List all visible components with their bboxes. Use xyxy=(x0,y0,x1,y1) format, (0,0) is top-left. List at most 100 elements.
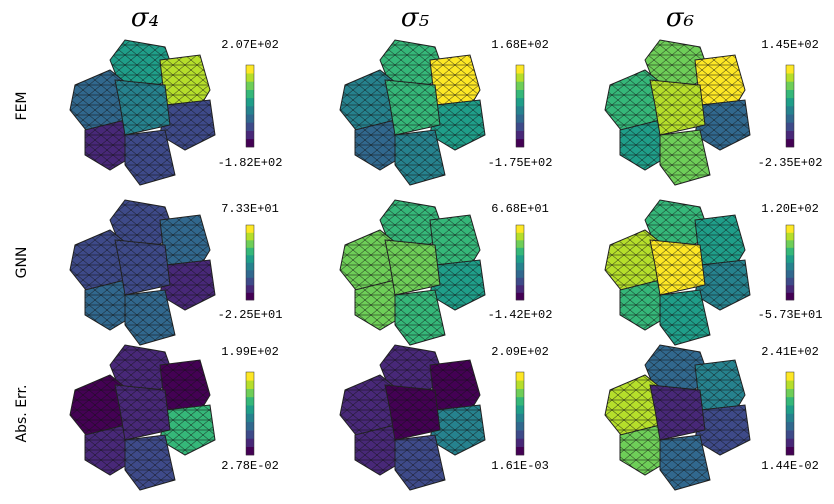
colorbar-frame xyxy=(785,224,795,301)
mesh-lines xyxy=(385,80,440,135)
colorbar-frame xyxy=(245,64,255,148)
colorbar-band xyxy=(786,225,794,233)
mesh-lines xyxy=(85,280,135,330)
mesh-lines xyxy=(695,100,750,150)
colorbar-band xyxy=(786,270,794,278)
colorbar-band xyxy=(246,380,254,389)
mesh-lines xyxy=(160,215,210,275)
mesh-lines xyxy=(395,290,445,345)
colorbar-band xyxy=(516,262,524,271)
mesh-lines xyxy=(160,100,215,150)
colorbar-band xyxy=(246,81,254,90)
mesh-lines xyxy=(645,40,710,90)
mesh-lines xyxy=(695,260,750,310)
colorbar-band xyxy=(786,240,794,248)
mesh-lines xyxy=(395,435,445,490)
colorbar-band xyxy=(246,430,254,439)
colorbar-max: 2.41E+02 xyxy=(761,345,819,359)
row-label: Abs. Err. xyxy=(14,385,30,443)
mesh-lines xyxy=(660,435,710,490)
colorbar-band xyxy=(516,97,524,107)
colorbar-band xyxy=(246,285,254,293)
colorbar-band xyxy=(246,270,254,278)
colorbar-band xyxy=(246,130,254,140)
colorbar-band xyxy=(786,97,794,107)
mesh-lines xyxy=(395,130,445,185)
colorbar-max: 1.20E+02 xyxy=(761,202,819,216)
colorbar-band xyxy=(246,446,254,456)
colorbar-max: 2.09E+02 xyxy=(491,345,549,359)
colorbar-min: -2.35E+02 xyxy=(758,156,823,170)
colorbar-band xyxy=(516,73,524,82)
mesh-lines xyxy=(430,215,480,275)
mesh-lines xyxy=(115,385,170,440)
colorbar-band xyxy=(516,130,524,140)
mesh-lines xyxy=(695,405,750,455)
colorbar-band xyxy=(786,380,794,389)
colorbar-band xyxy=(516,413,524,423)
mesh-lines xyxy=(115,80,170,135)
column-header: σ₆ xyxy=(666,3,694,33)
colorbar-max: 6.68E+01 xyxy=(491,202,549,216)
colorbar-band xyxy=(246,396,254,406)
mesh-lines xyxy=(160,405,215,455)
colorbar-band xyxy=(246,292,254,301)
mesh-render xyxy=(339,344,486,491)
colorbar-band xyxy=(246,413,254,423)
colorbar-band xyxy=(516,396,524,406)
colorbar-min: -1.82E+02 xyxy=(218,156,283,170)
colorbar-band xyxy=(786,388,794,398)
colorbar-band xyxy=(786,122,794,131)
colorbar-frame xyxy=(245,224,255,301)
colorbar-max: 2.07E+02 xyxy=(221,38,279,52)
mesh-lines xyxy=(620,425,670,475)
colorbar-band xyxy=(246,65,254,74)
mesh-lines xyxy=(430,260,485,310)
colorbar-band xyxy=(246,232,254,241)
mesh-lines xyxy=(380,200,445,250)
colorbar-band xyxy=(246,73,254,82)
mesh-render xyxy=(69,39,216,186)
colorbar-max: 1.68E+02 xyxy=(491,38,549,52)
mesh-lines xyxy=(695,55,745,115)
mesh-render xyxy=(69,344,216,491)
mesh-lines xyxy=(160,260,215,310)
colorbar-band xyxy=(786,405,794,414)
mesh-render xyxy=(604,199,751,346)
mesh-lines xyxy=(385,385,440,440)
colorbar-band xyxy=(786,65,794,74)
colorbar-band xyxy=(516,292,524,301)
mesh-lines xyxy=(430,100,485,150)
colorbar-band xyxy=(786,81,794,90)
mesh-lines xyxy=(645,200,710,250)
mesh-lines xyxy=(695,360,745,420)
colorbar-band xyxy=(246,240,254,248)
colorbar-band xyxy=(516,247,524,256)
colorbar-band xyxy=(246,225,254,233)
colorbar-band xyxy=(516,138,524,148)
mesh-lines xyxy=(385,240,440,295)
mesh-lines xyxy=(110,345,175,395)
colorbar-band xyxy=(786,255,794,263)
colorbar-band xyxy=(786,396,794,406)
mesh-lines xyxy=(650,385,705,440)
mesh-lines xyxy=(110,40,175,90)
colorbar-band xyxy=(516,372,524,381)
colorbar-band xyxy=(786,446,794,456)
colorbar-band xyxy=(246,97,254,107)
colorbar-min: 1.61E-03 xyxy=(491,459,549,473)
colorbar-band xyxy=(786,89,794,99)
colorbar-min: 1.44E-02 xyxy=(761,459,819,473)
mesh-lines xyxy=(85,120,135,170)
colorbar-band xyxy=(246,262,254,271)
mesh-lines xyxy=(620,120,670,170)
colorbar-band xyxy=(516,285,524,293)
mesh-lines xyxy=(650,80,705,135)
colorbar-band xyxy=(246,114,254,123)
mesh-lines xyxy=(115,240,170,295)
mesh-lines xyxy=(355,120,405,170)
colorbar-band xyxy=(786,438,794,447)
colorbar-band xyxy=(246,89,254,99)
mesh-lines xyxy=(160,55,210,115)
